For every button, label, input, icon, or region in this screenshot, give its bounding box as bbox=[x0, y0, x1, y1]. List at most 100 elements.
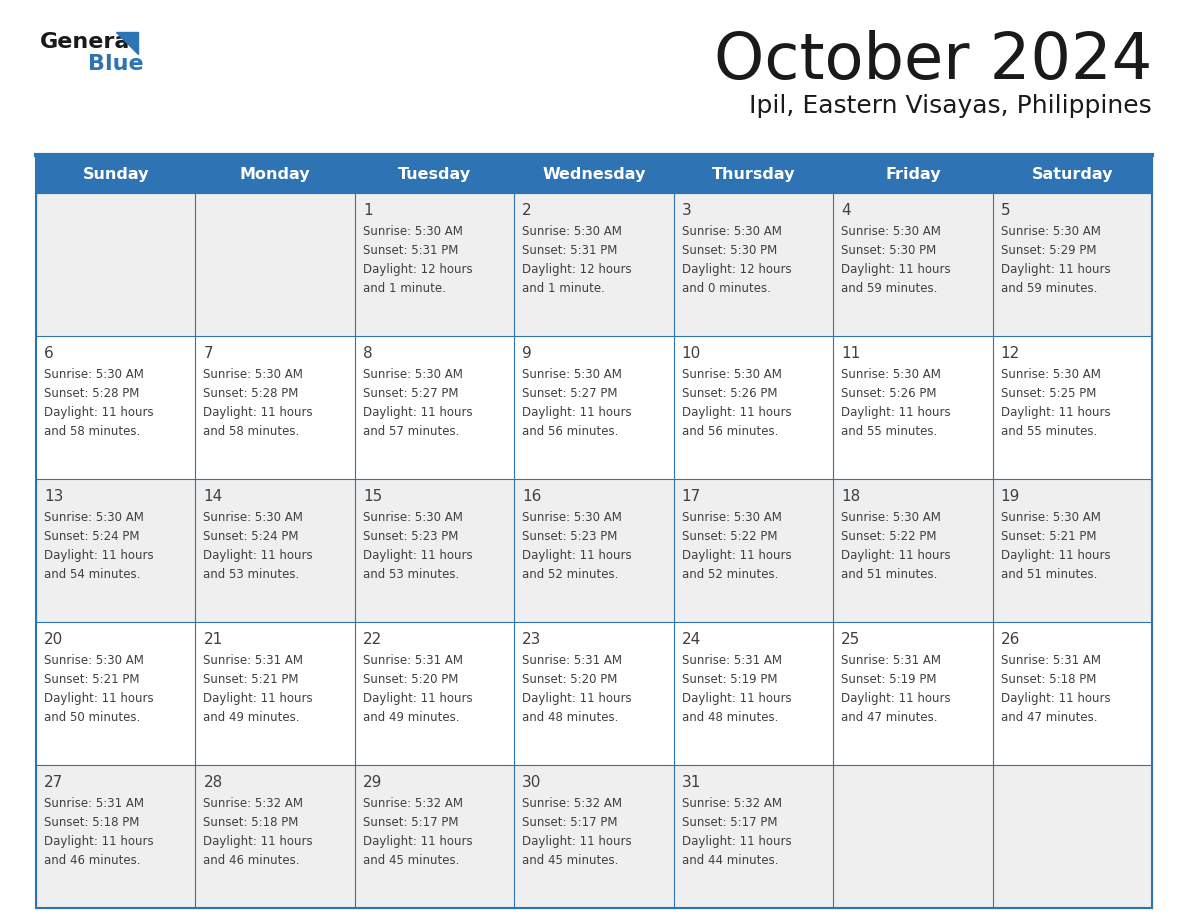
Text: Sunrise: 5:30 AM: Sunrise: 5:30 AM bbox=[841, 511, 941, 524]
Text: Thursday: Thursday bbox=[712, 166, 795, 182]
Text: 31: 31 bbox=[682, 775, 701, 790]
Text: Sunrise: 5:30 AM: Sunrise: 5:30 AM bbox=[1000, 225, 1100, 238]
Text: Daylight: 11 hours: Daylight: 11 hours bbox=[523, 692, 632, 705]
Text: and 55 minutes.: and 55 minutes. bbox=[841, 425, 937, 438]
Bar bbox=[36, 765, 1152, 908]
Bar bbox=[36, 622, 1152, 765]
Text: 3: 3 bbox=[682, 203, 691, 218]
Text: Sunrise: 5:31 AM: Sunrise: 5:31 AM bbox=[44, 797, 144, 810]
Text: and 54 minutes.: and 54 minutes. bbox=[44, 568, 140, 581]
Text: Daylight: 11 hours: Daylight: 11 hours bbox=[362, 406, 473, 419]
Text: October 2024: October 2024 bbox=[714, 30, 1152, 92]
Text: 1: 1 bbox=[362, 203, 373, 218]
Text: and 1 minute.: and 1 minute. bbox=[523, 282, 605, 295]
Text: Ipil, Eastern Visayas, Philippines: Ipil, Eastern Visayas, Philippines bbox=[750, 94, 1152, 118]
Text: and 44 minutes.: and 44 minutes. bbox=[682, 854, 778, 867]
Text: Daylight: 11 hours: Daylight: 11 hours bbox=[682, 549, 791, 562]
Text: Daylight: 11 hours: Daylight: 11 hours bbox=[362, 835, 473, 848]
Text: Daylight: 11 hours: Daylight: 11 hours bbox=[841, 263, 950, 276]
Text: Daylight: 11 hours: Daylight: 11 hours bbox=[362, 692, 473, 705]
Text: Daylight: 11 hours: Daylight: 11 hours bbox=[203, 835, 314, 848]
Text: Daylight: 11 hours: Daylight: 11 hours bbox=[841, 549, 950, 562]
Bar bbox=[992, 155, 1152, 193]
Text: Daylight: 11 hours: Daylight: 11 hours bbox=[44, 692, 153, 705]
Text: 22: 22 bbox=[362, 632, 383, 647]
Text: Daylight: 11 hours: Daylight: 11 hours bbox=[1000, 406, 1111, 419]
Text: General: General bbox=[40, 32, 138, 52]
Text: Daylight: 11 hours: Daylight: 11 hours bbox=[841, 692, 950, 705]
Text: and 49 minutes.: and 49 minutes. bbox=[362, 711, 460, 724]
Bar bbox=[196, 155, 355, 193]
Text: 2: 2 bbox=[523, 203, 532, 218]
Text: 11: 11 bbox=[841, 346, 860, 361]
Text: 27: 27 bbox=[44, 775, 63, 790]
Text: Wednesday: Wednesday bbox=[542, 166, 646, 182]
Text: 7: 7 bbox=[203, 346, 213, 361]
Text: Tuesday: Tuesday bbox=[398, 166, 472, 182]
Text: Sunset: 5:28 PM: Sunset: 5:28 PM bbox=[44, 387, 139, 400]
Text: and 46 minutes.: and 46 minutes. bbox=[203, 854, 299, 867]
Polygon shape bbox=[116, 32, 138, 54]
Text: Sunset: 5:20 PM: Sunset: 5:20 PM bbox=[362, 673, 459, 686]
Text: 30: 30 bbox=[523, 775, 542, 790]
Text: Sunrise: 5:30 AM: Sunrise: 5:30 AM bbox=[682, 225, 782, 238]
Text: Sunset: 5:25 PM: Sunset: 5:25 PM bbox=[1000, 387, 1097, 400]
Text: Sunset: 5:27 PM: Sunset: 5:27 PM bbox=[523, 387, 618, 400]
Bar bbox=[36, 336, 1152, 479]
Text: 24: 24 bbox=[682, 632, 701, 647]
Text: and 51 minutes.: and 51 minutes. bbox=[841, 568, 937, 581]
Text: Monday: Monday bbox=[240, 166, 310, 182]
Text: Sunrise: 5:32 AM: Sunrise: 5:32 AM bbox=[203, 797, 303, 810]
Text: and 47 minutes.: and 47 minutes. bbox=[841, 711, 937, 724]
Text: 13: 13 bbox=[44, 489, 63, 504]
Text: 20: 20 bbox=[44, 632, 63, 647]
Text: Daylight: 11 hours: Daylight: 11 hours bbox=[203, 406, 314, 419]
Text: Daylight: 11 hours: Daylight: 11 hours bbox=[1000, 549, 1111, 562]
Bar bbox=[833, 155, 992, 193]
Text: Daylight: 11 hours: Daylight: 11 hours bbox=[1000, 263, 1111, 276]
Text: 21: 21 bbox=[203, 632, 222, 647]
Bar bbox=[36, 193, 1152, 336]
Text: and 58 minutes.: and 58 minutes. bbox=[203, 425, 299, 438]
Text: Daylight: 12 hours: Daylight: 12 hours bbox=[682, 263, 791, 276]
Text: 8: 8 bbox=[362, 346, 373, 361]
Text: Sunrise: 5:30 AM: Sunrise: 5:30 AM bbox=[44, 511, 144, 524]
Text: 28: 28 bbox=[203, 775, 222, 790]
Text: Sunrise: 5:30 AM: Sunrise: 5:30 AM bbox=[1000, 511, 1100, 524]
Text: and 48 minutes.: and 48 minutes. bbox=[523, 711, 619, 724]
Text: Sunset: 5:24 PM: Sunset: 5:24 PM bbox=[44, 530, 139, 543]
Text: Sunrise: 5:31 AM: Sunrise: 5:31 AM bbox=[203, 654, 303, 667]
Text: 23: 23 bbox=[523, 632, 542, 647]
Text: and 59 minutes.: and 59 minutes. bbox=[1000, 282, 1097, 295]
Text: and 50 minutes.: and 50 minutes. bbox=[44, 711, 140, 724]
Text: Sunrise: 5:30 AM: Sunrise: 5:30 AM bbox=[841, 368, 941, 381]
Text: Sunset: 5:31 PM: Sunset: 5:31 PM bbox=[362, 244, 459, 257]
Text: Sunset: 5:20 PM: Sunset: 5:20 PM bbox=[523, 673, 618, 686]
Text: Daylight: 11 hours: Daylight: 11 hours bbox=[682, 835, 791, 848]
Text: Sunset: 5:21 PM: Sunset: 5:21 PM bbox=[203, 673, 299, 686]
Text: and 45 minutes.: and 45 minutes. bbox=[362, 854, 460, 867]
Text: Saturday: Saturday bbox=[1031, 166, 1113, 182]
Text: Sunset: 5:29 PM: Sunset: 5:29 PM bbox=[1000, 244, 1097, 257]
Text: Sunrise: 5:32 AM: Sunrise: 5:32 AM bbox=[362, 797, 463, 810]
Bar bbox=[674, 155, 833, 193]
Text: and 0 minutes.: and 0 minutes. bbox=[682, 282, 771, 295]
Text: Sunset: 5:27 PM: Sunset: 5:27 PM bbox=[362, 387, 459, 400]
Text: Sunrise: 5:32 AM: Sunrise: 5:32 AM bbox=[523, 797, 623, 810]
Text: Sunrise: 5:30 AM: Sunrise: 5:30 AM bbox=[841, 225, 941, 238]
Text: Sunset: 5:26 PM: Sunset: 5:26 PM bbox=[841, 387, 936, 400]
Text: 16: 16 bbox=[523, 489, 542, 504]
Text: Daylight: 11 hours: Daylight: 11 hours bbox=[362, 549, 473, 562]
Text: 15: 15 bbox=[362, 489, 383, 504]
Text: Sunrise: 5:31 AM: Sunrise: 5:31 AM bbox=[362, 654, 463, 667]
Text: Daylight: 11 hours: Daylight: 11 hours bbox=[841, 406, 950, 419]
Text: Sunset: 5:30 PM: Sunset: 5:30 PM bbox=[841, 244, 936, 257]
Text: and 55 minutes.: and 55 minutes. bbox=[1000, 425, 1097, 438]
Text: Sunset: 5:30 PM: Sunset: 5:30 PM bbox=[682, 244, 777, 257]
Text: Sunrise: 5:30 AM: Sunrise: 5:30 AM bbox=[523, 511, 623, 524]
Text: Sunset: 5:28 PM: Sunset: 5:28 PM bbox=[203, 387, 299, 400]
Text: 26: 26 bbox=[1000, 632, 1020, 647]
Text: Daylight: 11 hours: Daylight: 11 hours bbox=[523, 549, 632, 562]
Text: Daylight: 11 hours: Daylight: 11 hours bbox=[203, 549, 314, 562]
Text: Sunrise: 5:30 AM: Sunrise: 5:30 AM bbox=[203, 511, 303, 524]
